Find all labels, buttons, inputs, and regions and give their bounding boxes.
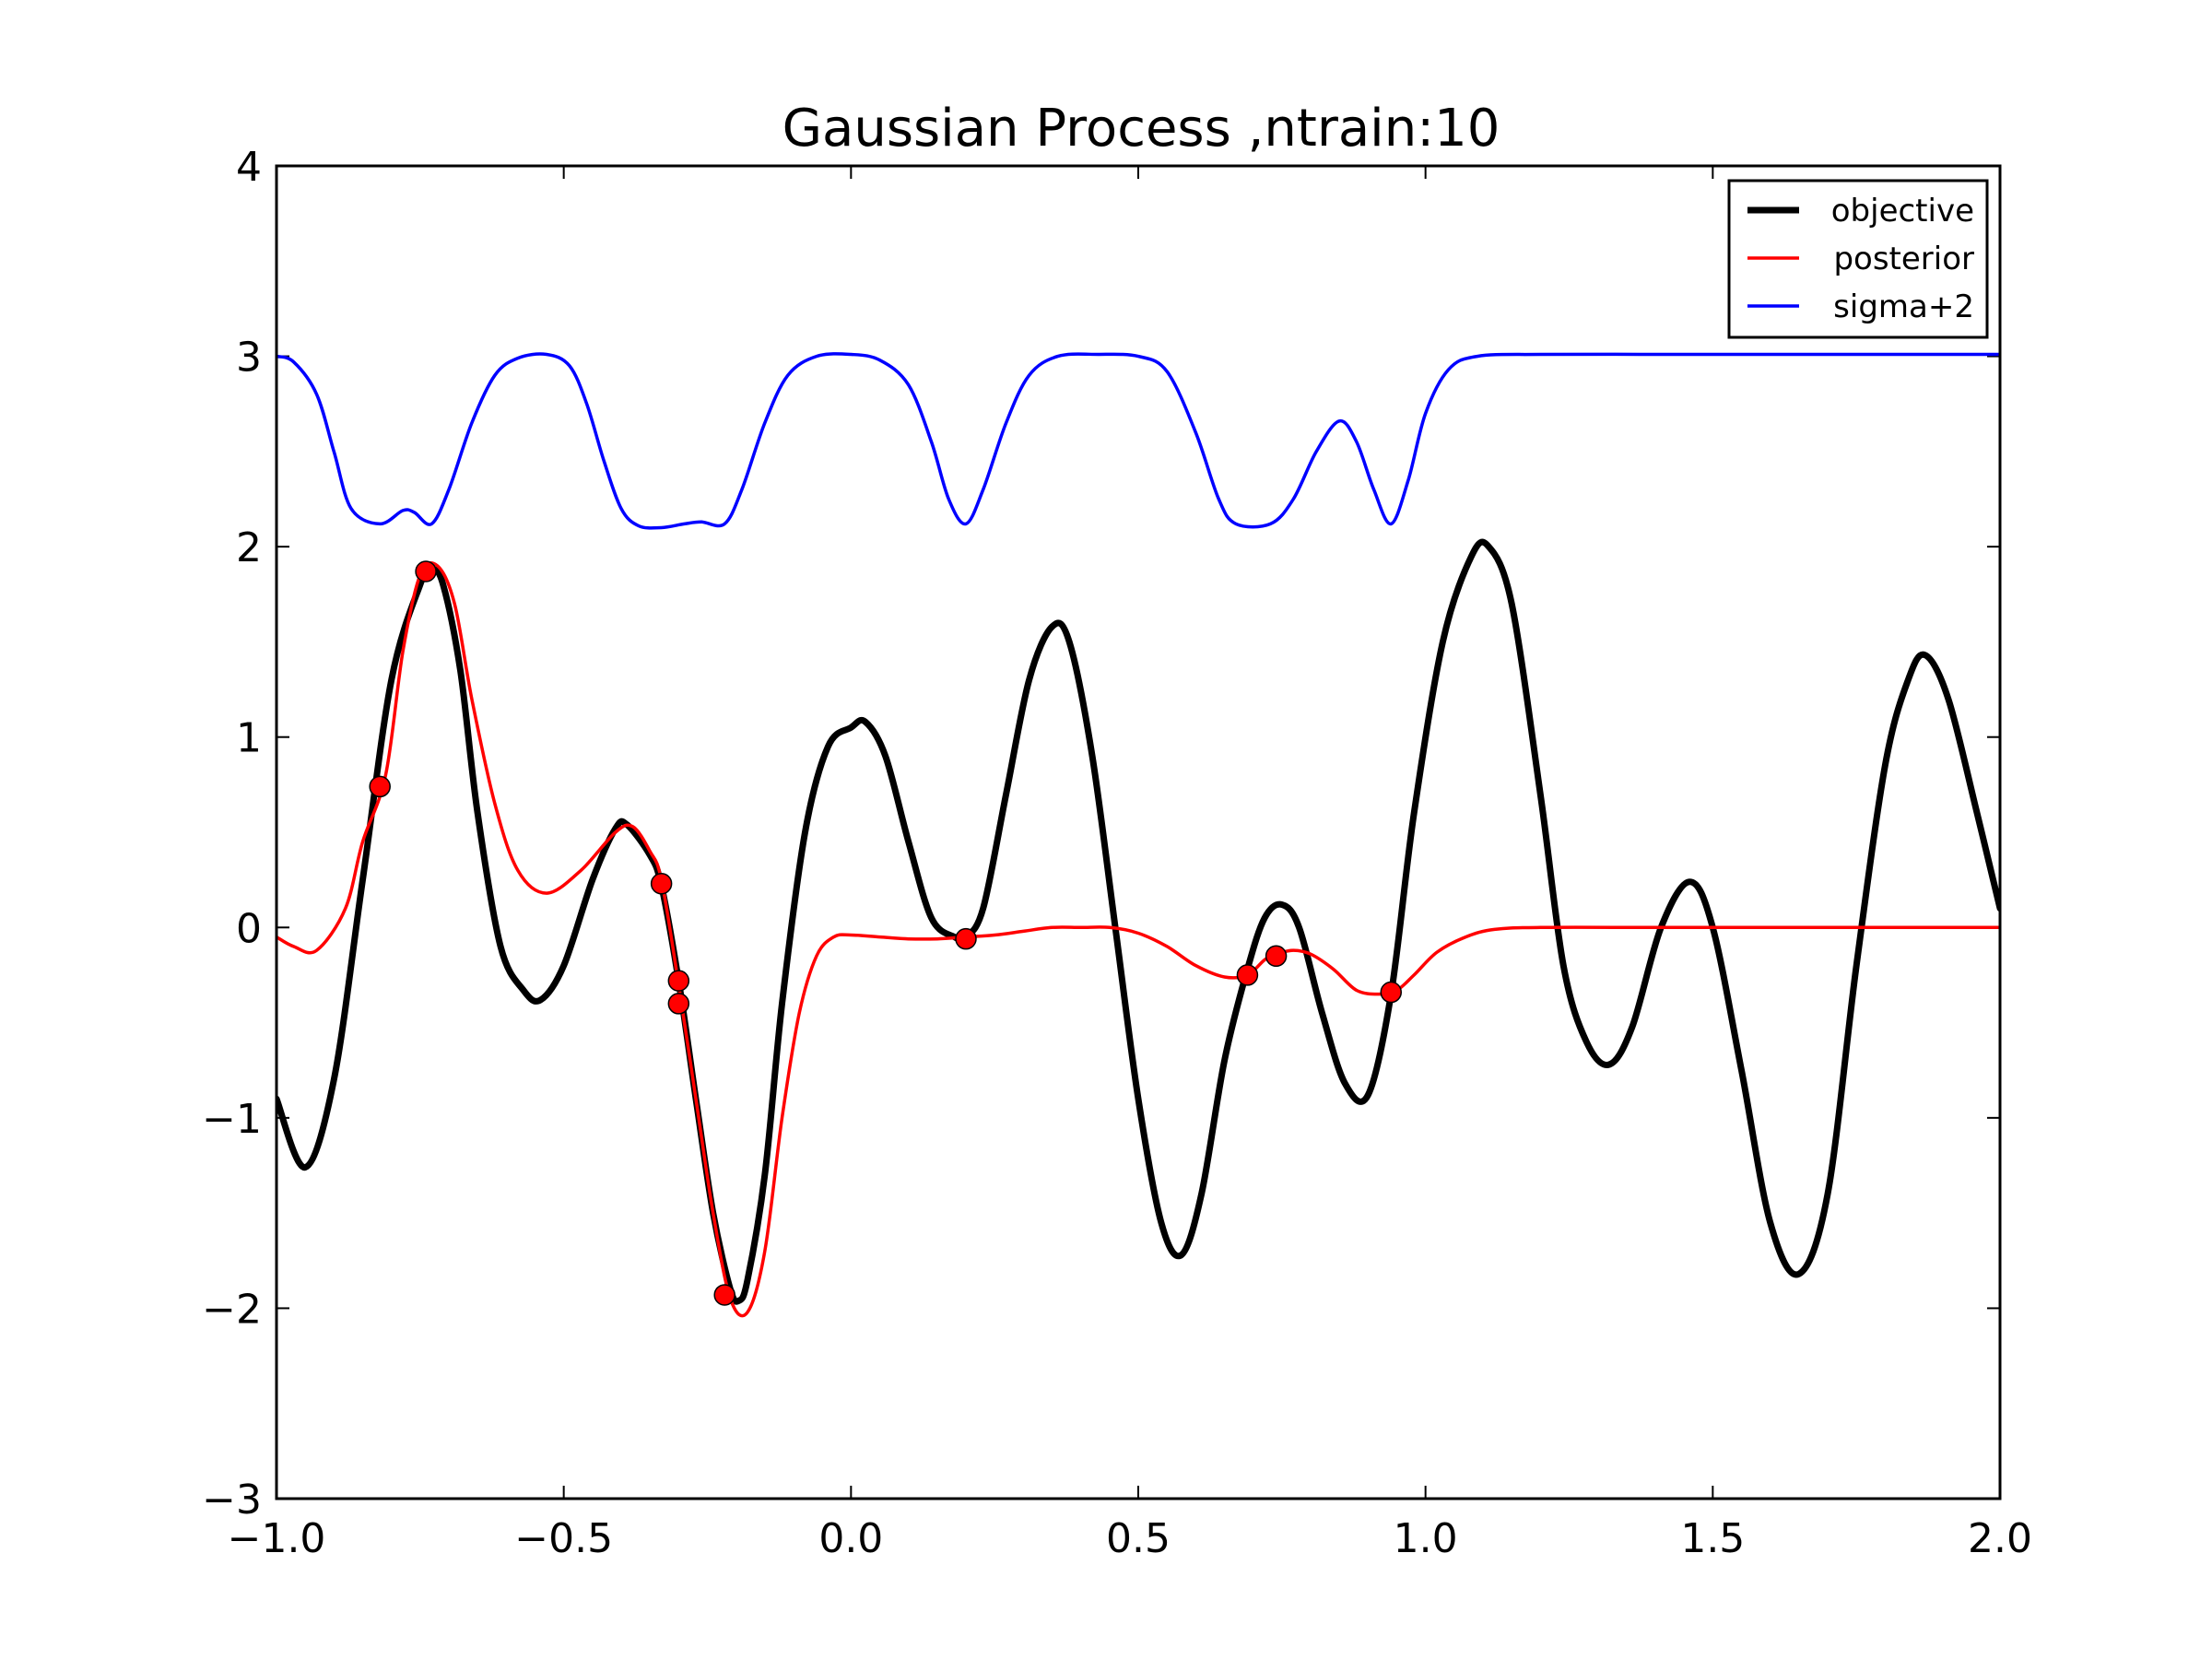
train-point-marker [650,873,673,895]
x-tick-label: −1.0 [228,1515,326,1562]
legend: objective posterior sigma+2 [1727,179,1989,339]
legend-label-objective: objective [1831,193,1974,229]
y-tick-label: 3 [236,335,262,382]
x-tick-label: 0.5 [1106,1515,1171,1562]
y-tick-label: −1 [202,1096,262,1143]
y-ticks-group: −3 −2 −1 0 1 2 3 4 [202,144,2000,1524]
x-tick-label: 1.0 [1394,1515,1458,1562]
x-tick-label: −0.5 [514,1515,613,1562]
y-tick-label: 4 [236,144,262,191]
x-tick-label: 0.0 [818,1515,883,1562]
series-line-objective [276,538,2000,1305]
train-point-marker [667,970,690,992]
train-points-group [369,560,1403,1306]
train-point-marker [1380,981,1403,1004]
x-tick-label: 1.5 [1680,1515,1745,1562]
legend-label-sigma-2: sigma+2 [1833,288,1974,325]
plot-area-background [276,166,2000,1499]
y-tick-label: 2 [236,524,262,571]
legend-label-posterior: posterior [1833,241,1974,277]
train-point-marker [955,927,977,950]
y-tick-label: 0 [236,905,262,952]
plot-area-frame [275,164,2002,1500]
series-line-sigma-2 [276,352,2000,530]
train-point-marker [415,560,437,582]
y-tick-label: −3 [202,1477,262,1524]
y-tick-label: −2 [202,1286,262,1333]
x-tick-label: 2.0 [1968,1515,2032,1562]
train-point-marker [667,993,690,1015]
y-tick-label: 1 [236,715,262,762]
train-point-marker [1265,945,1288,968]
chart-title: Gaussian Process ,ntrain:10 [782,99,1500,159]
train-point-marker [369,775,391,798]
train-point-marker [713,1284,735,1306]
x-ticks-group: −1.0 −0.5 0.0 0.5 1.0 1.5 2.0 [228,166,2032,1562]
train-point-marker [1236,964,1259,986]
